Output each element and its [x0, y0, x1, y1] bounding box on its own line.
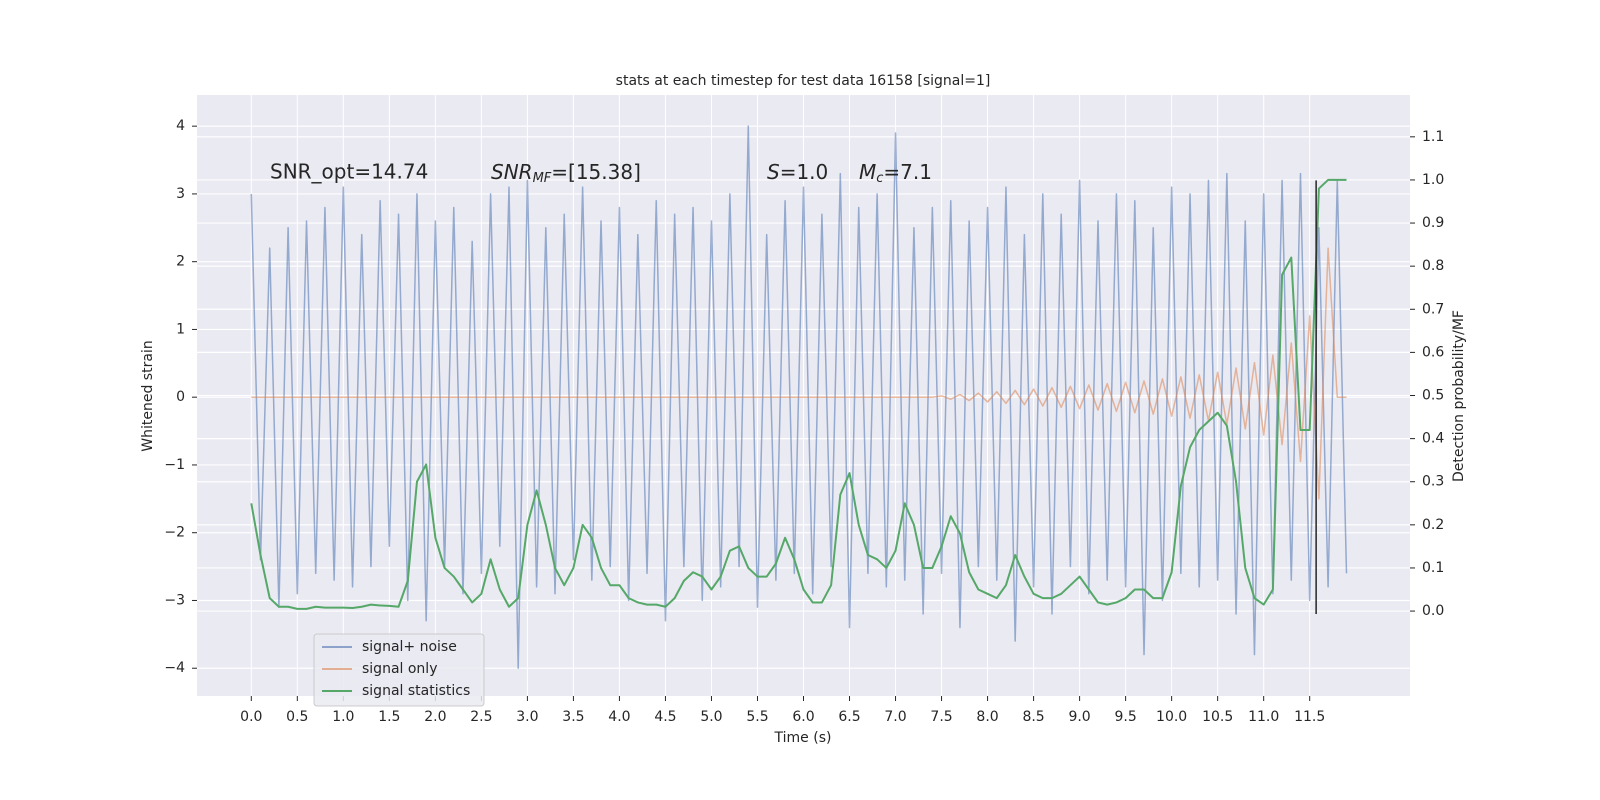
x-tick-label: 9.0 — [1068, 709, 1090, 725]
annotation-math: S — [767, 160, 780, 184]
y2-tick-label: 0.0 — [1422, 603, 1444, 619]
grid: 0.0 0.5 1.0 1.5 2.0 2.5 3.0 3.5 4.0 4.5 5.0 5.5 6.0 6… — [164, 95, 1444, 725]
annotation-text: =[15.38] — [551, 160, 641, 184]
x-axis-label: Time (s) — [774, 730, 832, 746]
y2-axis-label: Detection probability/MF — [1451, 310, 1467, 482]
x-tick-label: 5.5 — [746, 709, 768, 725]
y2-tick-label: 0.7 — [1422, 301, 1444, 317]
series-line — [250, 178, 1347, 610]
annotation: S=1.0 — [767, 160, 828, 184]
y-tick-label: −4 — [164, 660, 185, 676]
y2-tick-label: 0.1 — [1422, 560, 1444, 576]
x-tick-label: 4.5 — [654, 709, 676, 725]
y-axis-label: Whitened strain — [140, 340, 156, 451]
y2-tick-label: 0.6 — [1422, 344, 1444, 360]
y2-tick-label: 0.9 — [1422, 215, 1444, 231]
annotation-sub: MF — [533, 171, 552, 186]
annotation-text: =1.0 — [780, 160, 829, 184]
y2-tick-label: 1.0 — [1422, 172, 1444, 188]
x-tick-label: 11.5 — [1294, 709, 1325, 725]
x-tick-label: 5.0 — [700, 709, 722, 725]
x-tick-label: 8.5 — [1022, 709, 1044, 725]
annotation: Mc=7.1 — [859, 160, 932, 186]
y-tick-label: −2 — [164, 525, 185, 541]
x-tick-label: 2.0 — [424, 709, 446, 725]
legend-label: signal+ noise — [362, 639, 457, 655]
plot — [250, 125, 1348, 669]
y-tick-label: 2 — [176, 254, 185, 270]
y-tick-label: 0 — [176, 389, 185, 405]
series-line — [251, 247, 1347, 500]
x-tick-label: 0.5 — [286, 709, 308, 725]
x-tick-label: 3.5 — [562, 709, 584, 725]
y-tick-label: 3 — [176, 186, 185, 202]
x-tick-label: 2.5 — [470, 709, 492, 725]
legend-box — [313, 633, 485, 707]
y2-tick-label: 0.5 — [1422, 388, 1444, 404]
y2-tick-label: 1.1 — [1422, 129, 1444, 145]
annotation-text: =7.1 — [883, 160, 932, 184]
x-tick-label: 7.5 — [930, 709, 952, 725]
y-tick-label: 1 — [176, 321, 185, 337]
y2-tick-label: 0.4 — [1422, 431, 1444, 447]
x-tick-label: 7.0 — [884, 709, 906, 725]
x-tick-label: 9.5 — [1114, 709, 1136, 725]
y-tick-label: −3 — [164, 592, 185, 608]
y-tick-label: 4 — [176, 118, 185, 134]
annotation: SNR_opt=14.74 — [270, 160, 428, 184]
x-tick-label: 1.5 — [378, 709, 400, 725]
annotation-math: SNR — [491, 160, 533, 184]
x-tick-label: 6.0 — [792, 709, 814, 725]
x-tick-label: 8.0 — [976, 709, 998, 725]
legend-label: signal statistics — [362, 683, 470, 699]
y2-tick-label: 0.8 — [1422, 258, 1444, 274]
chart-title: stats at each timestep for test data 161… — [616, 73, 991, 89]
legend-label: signal only — [362, 661, 437, 677]
x-tick-label: 4.0 — [608, 709, 630, 725]
x-tick-label: 1.0 — [332, 709, 354, 725]
legend: signal+ noise signal only signal statistic… — [313, 633, 485, 707]
x-tick-label: 3.0 — [516, 709, 538, 725]
annotation: SNRMF=[15.38] — [491, 160, 641, 186]
x-tick-label: 10.0 — [1156, 709, 1187, 725]
x-tick-label: 10.5 — [1202, 709, 1233, 725]
x-tick-label: 11.0 — [1248, 709, 1279, 725]
series-line — [250, 125, 1348, 669]
annotation-math: M — [859, 160, 876, 184]
x-tick-label: 0.0 — [240, 709, 262, 725]
y2-tick-label: 0.2 — [1422, 517, 1444, 533]
y-tick-label: −1 — [164, 457, 185, 473]
y2-tick-label: 0.3 — [1422, 474, 1444, 490]
x-tick-label: 6.5 — [838, 709, 860, 725]
annotation-sub: c — [876, 171, 883, 186]
